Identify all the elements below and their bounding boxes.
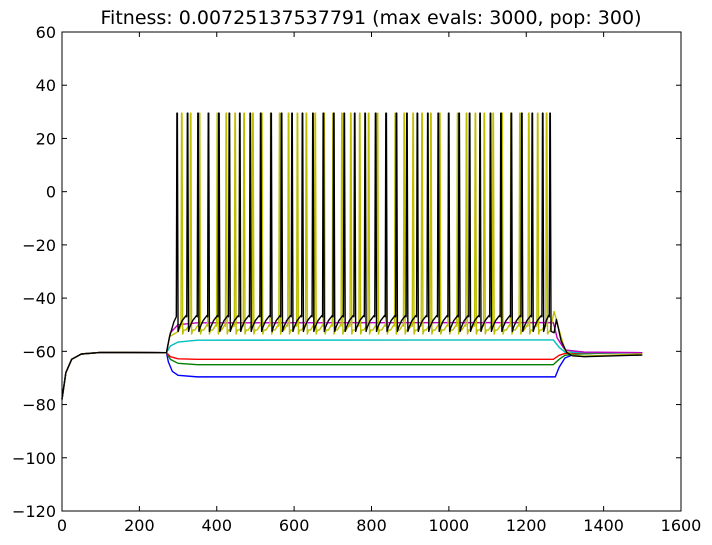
y-tick-label: −20 [22, 236, 56, 255]
x-tick-label: 200 [124, 516, 155, 535]
y-tick-label: −40 [22, 289, 56, 308]
plot-frame [61, 31, 682, 512]
x-tick-label: 1200 [506, 516, 547, 535]
x-tick-label: 400 [201, 516, 232, 535]
y-tick-label: −100 [12, 449, 56, 468]
x-tick-label: 0 [57, 516, 67, 535]
y-tick-label: 40 [36, 76, 56, 95]
y-tick-label: 60 [36, 23, 56, 42]
x-tick-label: 800 [356, 516, 387, 535]
y-tick-label: −60 [22, 342, 56, 361]
y-tick-label: −80 [22, 396, 56, 415]
series-line-5 [61, 112, 643, 400]
x-tick-label: 1000 [429, 516, 470, 535]
axis-layer: 0 200 400 600 800 1000 1200 1400 16006040200−20−… [12, 23, 701, 535]
series-line-6 [61, 112, 643, 400]
y-tick-label: 20 [36, 129, 56, 148]
x-tick-label: 600 [279, 516, 310, 535]
x-tick-label: 1400 [583, 516, 624, 535]
series-layer [61, 112, 643, 400]
series-line-3 [61, 339, 643, 400]
chart-title: Fitness: 0.00725137537791 (max evals: 30… [101, 7, 642, 29]
y-tick-label: −120 [12, 502, 56, 521]
x-tick-label: 1600 [661, 516, 702, 535]
y-tick-label: 0 [46, 183, 56, 202]
